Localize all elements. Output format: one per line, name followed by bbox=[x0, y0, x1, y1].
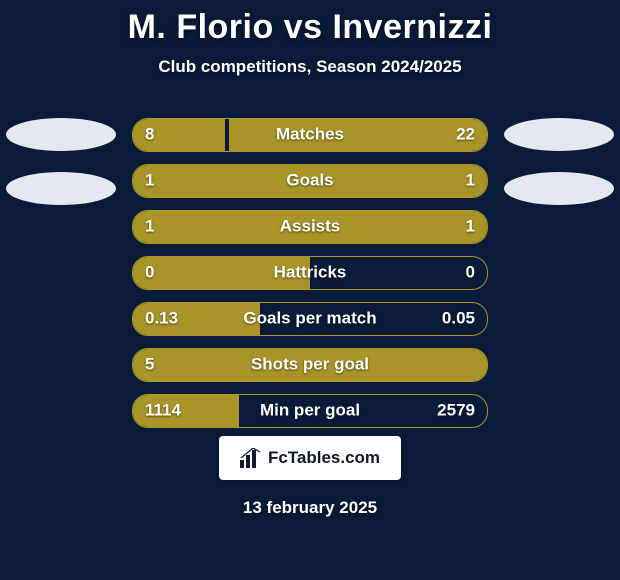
page-subtitle: Club competitions, Season 2024/2025 bbox=[0, 57, 620, 77]
stat-right-value: 2579 bbox=[437, 401, 475, 421]
footer-brand: FcTables.com bbox=[268, 448, 380, 468]
stat-row-assists: 1 Assists 1 bbox=[132, 210, 488, 244]
left-team-badge-1 bbox=[6, 118, 116, 151]
stat-left-value: 1 bbox=[145, 171, 154, 191]
stat-label: Goals bbox=[286, 171, 333, 191]
stat-row-hattricks: 0 Hattricks 0 bbox=[132, 256, 488, 290]
page-title: M. Florio vs Invernizzi bbox=[0, 0, 620, 47]
stats-container: 8 Matches 22 1 Goals 1 1 Assists 1 0 Hat… bbox=[132, 118, 488, 440]
stat-label: Shots per goal bbox=[251, 355, 369, 375]
stat-label: Matches bbox=[276, 125, 344, 145]
stat-right-value: 0 bbox=[466, 263, 475, 283]
stat-right-value: 22 bbox=[456, 125, 475, 145]
stat-right-value: 1 bbox=[466, 171, 475, 191]
right-team-badge-2 bbox=[504, 172, 614, 205]
chart-icon bbox=[240, 448, 262, 468]
stat-label: Goals per match bbox=[243, 309, 376, 329]
stat-label: Hattricks bbox=[274, 263, 347, 283]
stat-right-value: 1 bbox=[466, 217, 475, 237]
stat-row-goals-per-match: 0.13 Goals per match 0.05 bbox=[132, 302, 488, 336]
stat-label: Min per goal bbox=[260, 401, 360, 421]
stat-right-value: 0.05 bbox=[442, 309, 475, 329]
right-team-badge-1 bbox=[504, 118, 614, 151]
stat-left-value: 1114 bbox=[145, 401, 181, 421]
stat-left-value: 5 bbox=[145, 355, 154, 375]
stat-label: Assists bbox=[280, 217, 340, 237]
stat-left-value: 1 bbox=[145, 217, 154, 237]
stat-row-shots-per-goal: 5 Shots per goal bbox=[132, 348, 488, 382]
stat-left-value: 0 bbox=[145, 263, 154, 283]
stat-row-min-per-goal: 1114 Min per goal 2579 bbox=[132, 394, 488, 428]
left-team-badge-2 bbox=[6, 172, 116, 205]
stat-row-matches: 8 Matches 22 bbox=[132, 118, 488, 152]
stat-row-goals: 1 Goals 1 bbox=[132, 164, 488, 198]
stat-left-value: 0.13 bbox=[145, 309, 178, 329]
footer-date: 13 february 2025 bbox=[243, 498, 377, 518]
stat-left-value: 8 bbox=[145, 125, 154, 145]
footer-logo[interactable]: FcTables.com bbox=[219, 436, 401, 480]
